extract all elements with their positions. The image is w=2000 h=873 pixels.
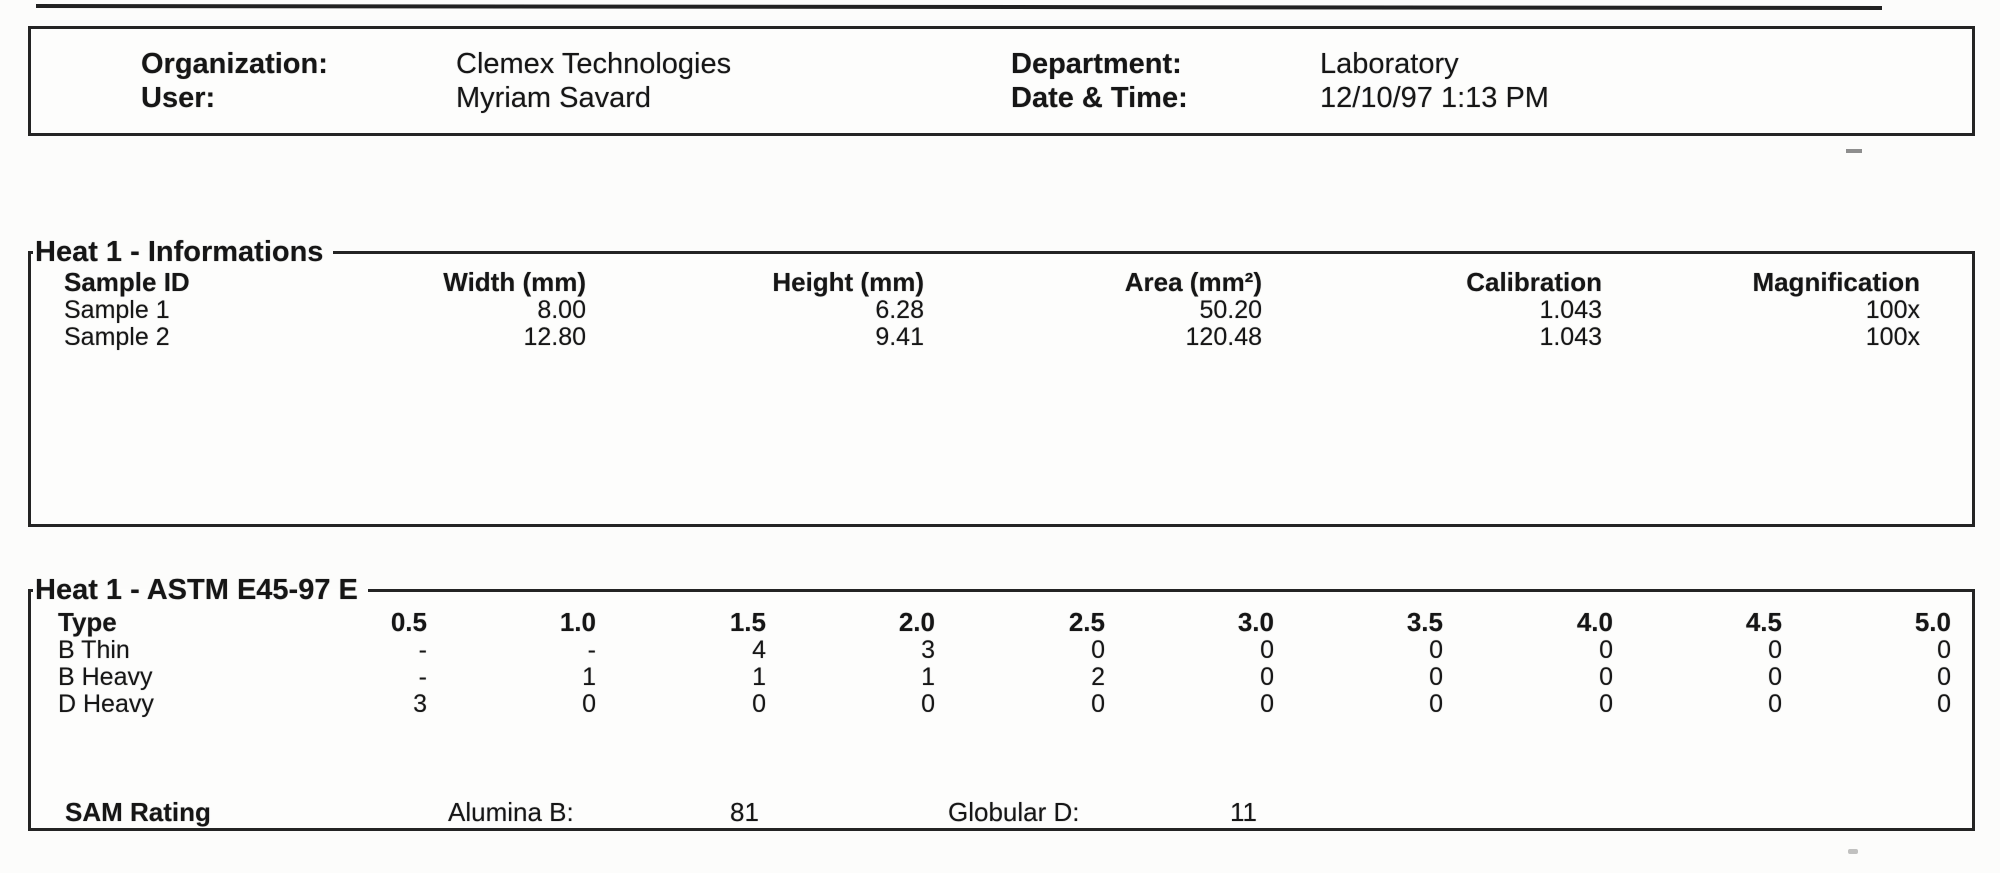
table-row: B Thin - - 4 3 0 0 0 0 0 0: [31, 637, 1972, 664]
column-header: 2.0: [898, 607, 935, 637]
user-label: User:: [141, 82, 216, 114]
alumina-b-value: 81: [730, 797, 759, 827]
table-cell: 4: [752, 636, 766, 664]
table-cell: 120.48: [1185, 323, 1262, 351]
sam-rating-label: SAM Rating: [65, 797, 211, 827]
table-cell: 12.80: [523, 323, 586, 351]
table-cell: -: [587, 636, 596, 664]
table-cell: 0: [1768, 690, 1782, 718]
table-cell: 100x: [1865, 323, 1920, 351]
informations-section: Heat 1 - Informations Sample ID Width (m…: [28, 237, 1975, 527]
table-cell: 8.00: [537, 296, 586, 324]
table-cell: Sample 2: [64, 323, 170, 351]
datetime-value: 12/10/97 1:13 PM: [1320, 82, 1549, 114]
table-cell: 0: [1260, 636, 1274, 664]
astm-table: Type 0.5 1.0 1.5 2.0 2.5 3.0 3.5 4.0 4.5…: [31, 607, 1972, 718]
table-cell: 1: [582, 663, 596, 691]
table-cell: 0: [1429, 636, 1443, 664]
table-cell: 3: [413, 690, 427, 718]
table-cell: 1.043: [1539, 296, 1602, 324]
table-cell: 9.41: [875, 323, 924, 351]
table-cell: 0: [1937, 663, 1951, 691]
column-header: Type: [58, 607, 117, 637]
table-cell: 100x: [1865, 296, 1920, 324]
table-cell: Sample 1: [64, 296, 170, 324]
table-row: B Heavy - 1 1 1 2 0 0 0 0 0: [31, 664, 1972, 691]
table-cell: 0: [1260, 690, 1274, 718]
table-cell: 0: [1937, 690, 1951, 718]
table-cell: 6.28: [875, 296, 924, 324]
organization-label: Organization:: [141, 48, 328, 80]
user-value: Myriam Savard: [456, 82, 651, 114]
column-header: 4.5: [1745, 607, 1782, 637]
column-header: 5.0: [1914, 607, 1951, 637]
table-cell: 0: [1599, 690, 1613, 718]
table-row: D Heavy 3 0 0 0 0 0 0 0 0 0: [31, 691, 1972, 718]
globular-d-value: 11: [1230, 797, 1257, 827]
informations-section-title: Heat 1 - Informations: [35, 236, 324, 268]
scan-artifact-dash: [1846, 149, 1862, 153]
department-value: Laboratory: [1320, 48, 1459, 80]
scan-artifact-top-line: [35, 4, 1883, 10]
globular-d-label: Globular D:: [948, 797, 1080, 827]
table-row: Sample 2 12.80 9.41 120.48 1.043 100x: [31, 324, 1972, 351]
header-right-group: Department: Laboratory Date & Time: 12/1…: [1011, 47, 1549, 115]
table-cell: 0: [1937, 636, 1951, 664]
table-cell: 3: [921, 636, 935, 664]
table-cell: 0: [1260, 663, 1274, 691]
column-header: 0.5: [390, 607, 427, 637]
organization-value: Clemex Technologies: [456, 48, 732, 80]
table-cell: 0: [582, 690, 596, 718]
table-cell: 0: [1091, 690, 1105, 718]
table-row: Sample 1 8.00 6.28 50.20 1.043 100x: [31, 297, 1972, 324]
table-cell: -: [418, 636, 427, 664]
table-cell: 1: [752, 663, 766, 691]
column-header: 3.0: [1237, 607, 1274, 637]
astm-section-title: Heat 1 - ASTM E45-97 E: [35, 574, 358, 606]
header-left-group: Organization: Clemex Technologies User: …: [141, 47, 731, 115]
informations-table: Sample ID Width (mm) Height (mm) Area (m…: [31, 267, 1972, 351]
table-cell: 0: [1429, 663, 1443, 691]
table-cell: 0: [1091, 636, 1105, 664]
table-cell: B Thin: [58, 636, 130, 664]
table-cell: B Heavy: [58, 663, 153, 691]
table-cell: 50.20: [1199, 296, 1262, 324]
sam-rating-row: SAM Rating Alumina B: 81 Globular D: 11: [31, 797, 1972, 831]
column-header: 3.5: [1406, 607, 1443, 637]
table-cell: 2: [1091, 663, 1105, 691]
table-cell: 0: [1429, 690, 1443, 718]
column-header: Height (mm): [772, 267, 924, 297]
column-header: Sample ID: [64, 267, 190, 297]
alumina-b-label: Alumina B:: [448, 797, 574, 827]
table-cell: -: [418, 663, 427, 691]
column-header: 1.5: [729, 607, 766, 637]
column-header: Width (mm): [443, 267, 586, 297]
table-cell: 1: [921, 663, 935, 691]
report-header-box: Organization: Clemex Technologies User: …: [28, 26, 1975, 136]
table-cell: 0: [921, 690, 935, 718]
astm-section: Heat 1 - ASTM E45-97 E Type 0.5 1.0 1.5 …: [28, 575, 1975, 831]
table-cell: D Heavy: [58, 690, 154, 718]
astm-header-row: Type 0.5 1.0 1.5 2.0 2.5 3.0 3.5 4.0 4.5…: [31, 607, 1972, 637]
column-header: Calibration: [1466, 267, 1602, 297]
table-cell: 1.043: [1539, 323, 1602, 351]
table-cell: 0: [1599, 663, 1613, 691]
table-cell: 0: [1768, 636, 1782, 664]
column-header: Area (mm²): [1124, 267, 1262, 297]
column-header: Magnification: [1752, 267, 1920, 297]
column-header: 4.0: [1576, 607, 1613, 637]
column-header: 2.5: [1068, 607, 1105, 637]
department-label: Department:: [1011, 48, 1182, 80]
scan-artifact-speck: [1848, 849, 1858, 854]
table-cell: 0: [1768, 663, 1782, 691]
column-header: 1.0: [559, 607, 596, 637]
table-cell: 0: [752, 690, 766, 718]
informations-header-row: Sample ID Width (mm) Height (mm) Area (m…: [31, 267, 1972, 297]
datetime-label: Date & Time:: [1011, 82, 1188, 114]
table-cell: 0: [1599, 636, 1613, 664]
